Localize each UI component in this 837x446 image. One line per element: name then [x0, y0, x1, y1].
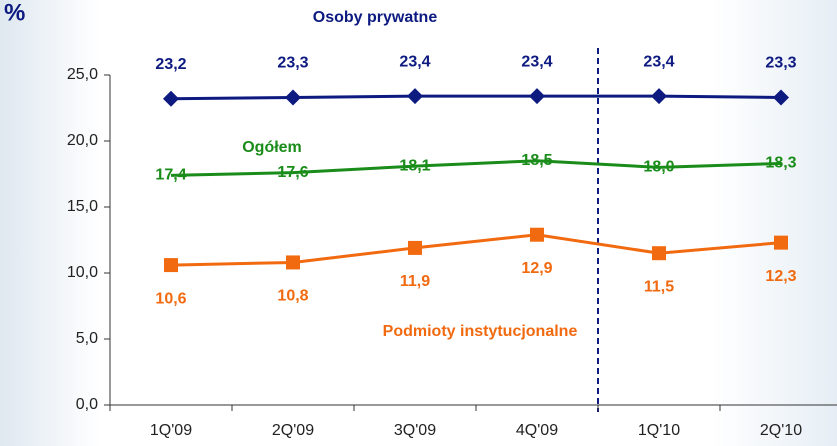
y-tick-label: 15,0	[67, 198, 98, 215]
value-label: 18,3	[765, 155, 796, 172]
x-tick-label: 3Q'09	[394, 422, 436, 439]
y-tick-label: 5,0	[76, 330, 98, 347]
series-name: Osoby prywatne	[313, 9, 438, 26]
value-label: 18,5	[521, 152, 552, 169]
value-label: 10,8	[277, 288, 308, 305]
value-label: 18,0	[643, 159, 674, 176]
point	[286, 255, 300, 270]
series-name: Ogółem	[242, 139, 302, 156]
value-label: 23,4	[521, 53, 552, 70]
y-tick-label: 25,0	[67, 66, 98, 83]
unit-label: %	[4, 0, 25, 26]
x-tick-label: 2Q'09	[272, 422, 314, 439]
x-tick-label: 2Q'10	[760, 422, 802, 439]
value-label: 11,9	[400, 273, 430, 290]
value-label: 12,3	[765, 268, 796, 285]
x-tick-label: 1Q'09	[150, 422, 192, 439]
y-tick-label: 20,0	[67, 132, 98, 149]
point	[164, 258, 178, 273]
value-label: 10,6	[155, 290, 186, 307]
point	[651, 88, 667, 105]
value-label: 18,1	[399, 157, 430, 174]
value-label: 23,2	[155, 56, 186, 73]
point	[407, 88, 423, 105]
value-label: 23,3	[765, 55, 796, 72]
series-line	[170, 159, 782, 177]
y-tick-label: 10,0	[67, 264, 98, 281]
point	[285, 89, 301, 106]
value-label: 23,3	[277, 55, 308, 72]
value-label: 12,9	[521, 260, 552, 277]
point	[774, 235, 788, 250]
value-label: 17,4	[155, 167, 186, 184]
y-tick-label: 0,0	[76, 396, 98, 413]
point	[163, 90, 179, 107]
value-label: 11,5	[644, 278, 674, 295]
value-label: 17,6	[277, 164, 308, 181]
point	[530, 227, 544, 242]
value-label: 23,4	[643, 53, 674, 70]
point	[652, 246, 666, 261]
point	[529, 88, 545, 105]
series-line	[170, 94, 782, 101]
x-tick-label: 4Q'09	[516, 422, 558, 439]
series-line	[170, 233, 782, 267]
point	[773, 89, 789, 106]
point	[408, 240, 422, 255]
x-tick-label: 1Q'10	[638, 422, 680, 439]
series-name: Podmioty instytucjonalne	[383, 323, 578, 340]
value-label: 23,4	[399, 53, 430, 70]
